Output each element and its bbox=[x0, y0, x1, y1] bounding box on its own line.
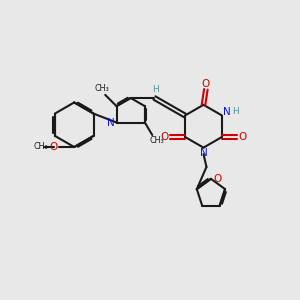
Text: N: N bbox=[107, 118, 115, 128]
Text: CH₃: CH₃ bbox=[94, 84, 109, 93]
Text: CH₃: CH₃ bbox=[34, 142, 48, 151]
Text: O: O bbox=[213, 174, 222, 184]
Text: O: O bbox=[238, 132, 246, 142]
Text: H: H bbox=[232, 107, 239, 116]
Text: N: N bbox=[223, 107, 230, 117]
Text: O: O bbox=[202, 79, 210, 89]
Text: O: O bbox=[50, 142, 58, 152]
Text: CH₃: CH₃ bbox=[149, 136, 164, 145]
Text: O: O bbox=[160, 132, 169, 142]
Text: N: N bbox=[200, 148, 207, 158]
Text: H: H bbox=[152, 85, 158, 94]
